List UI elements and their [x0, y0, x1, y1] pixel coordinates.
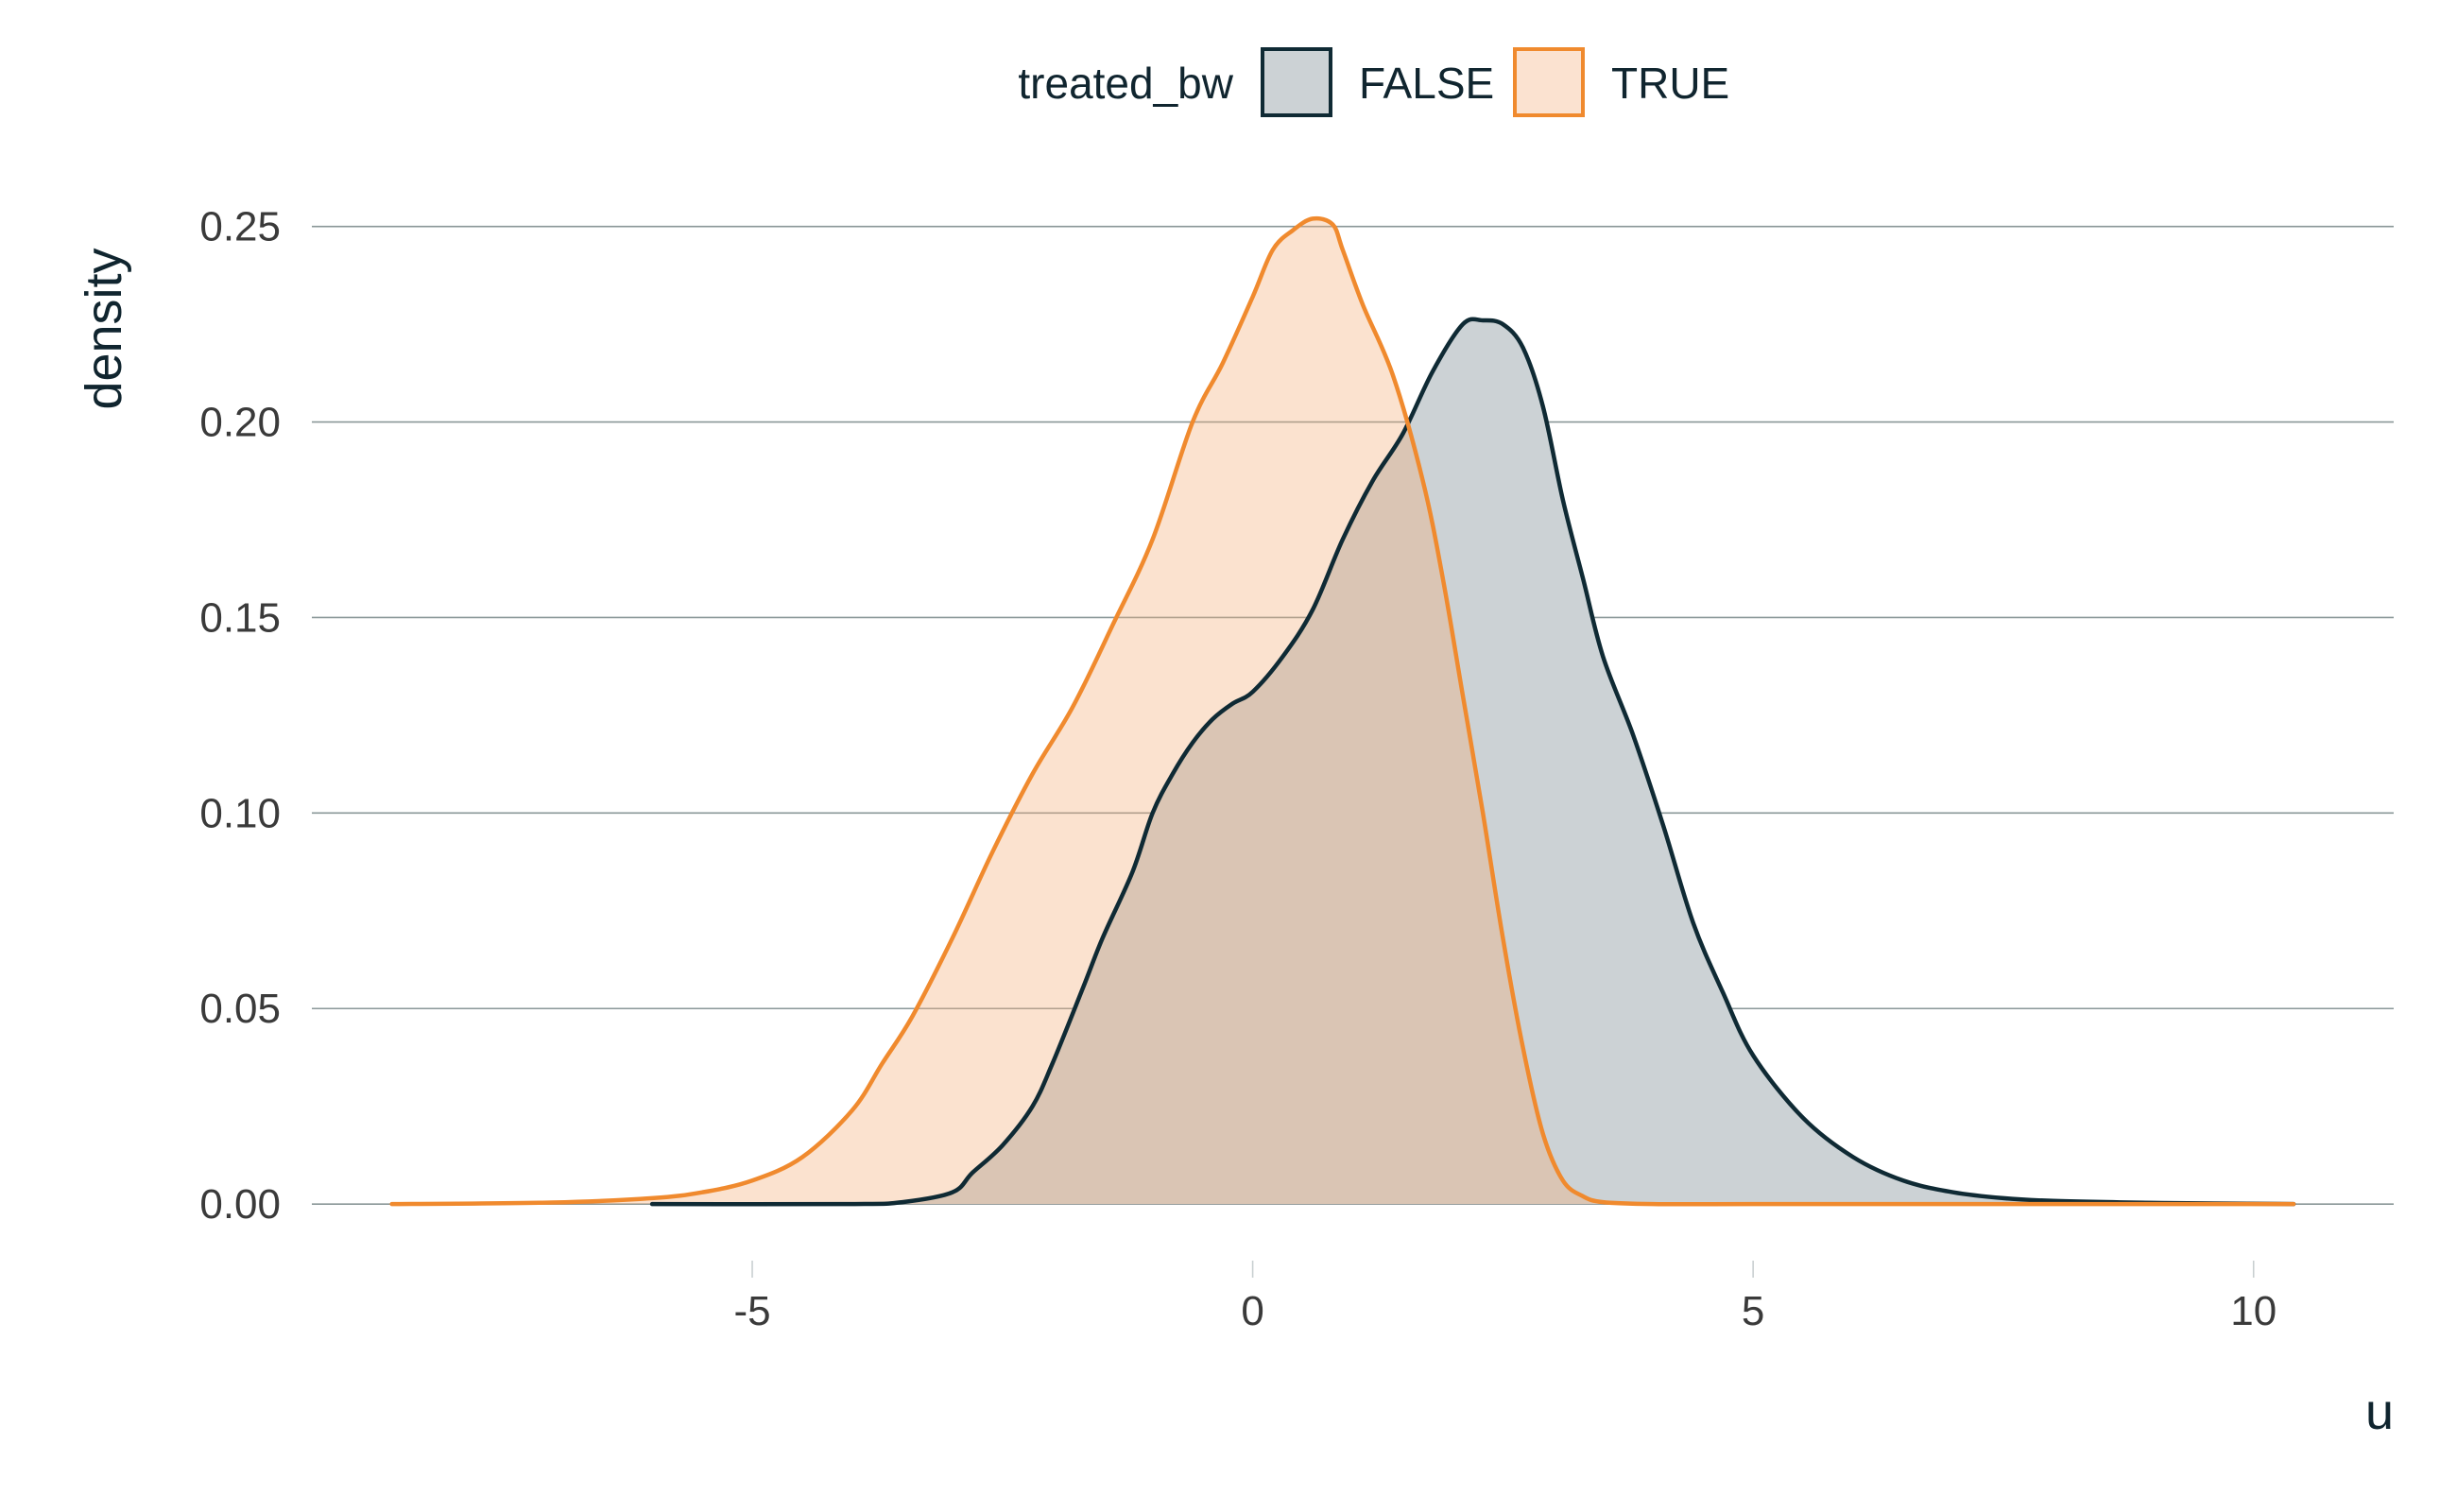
- density-area-true: [391, 218, 2294, 1205]
- legend-label-true: TRUE: [1611, 59, 1729, 108]
- x-axis-ticks: [751, 1261, 2255, 1278]
- y-tick-label: 0.25: [199, 204, 281, 250]
- x-tick-label: 10: [2230, 1288, 2277, 1334]
- legend-title: treated_bw: [1018, 59, 1233, 108]
- y-axis-tick-labels: 0.00 0.05 0.10 0.15 0.20 0.25: [199, 204, 281, 1228]
- y-tick-label: 0.05: [199, 986, 281, 1032]
- legend-key-true: [1513, 47, 1585, 117]
- legend: treated_bw FALSE TRUE: [1018, 47, 1729, 117]
- x-tick-label: 0: [1241, 1288, 1263, 1334]
- density-lines: [389, 215, 2296, 1207]
- y-tick-label: 0.10: [199, 790, 281, 836]
- legend-label-false: FALSE: [1359, 59, 1494, 108]
- x-tick-label: -5: [733, 1288, 770, 1334]
- y-tick-label: 0.15: [199, 594, 281, 641]
- density-areas: [391, 218, 2294, 1205]
- legend-key-false: [1261, 47, 1332, 117]
- y-tick-label: 0.00: [199, 1181, 281, 1228]
- density-line-true: [389, 215, 2296, 1207]
- x-tick-label: 5: [1742, 1288, 1764, 1334]
- x-axis-tick-labels: -5 0 5 10: [733, 1288, 2277, 1334]
- x-axis-title: u: [2365, 1383, 2394, 1440]
- y-tick-label: 0.20: [199, 400, 281, 446]
- y-axis-title: density: [76, 248, 132, 409]
- density-line-false: [649, 317, 2296, 1207]
